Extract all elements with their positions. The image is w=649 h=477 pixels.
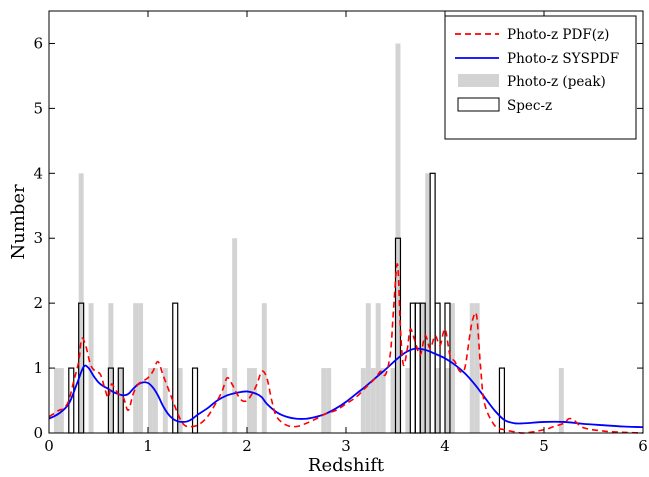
x-tick-label: 6 [638,437,648,455]
y-tick-label: 5 [33,99,43,117]
peak-bar [247,368,252,433]
peak-bar [88,303,94,433]
peak-bar [558,368,564,433]
peak-bar [58,368,64,433]
peak-bar [162,368,168,433]
peak-bar [133,303,139,433]
peak-bar [390,368,396,433]
y-tick-label: 2 [33,294,43,312]
peak-bar [177,368,183,433]
legend-syspdf-label: Photo-z SYSPDF [507,51,619,67]
legend-specz-label: Spec-z [507,98,552,114]
peak-bar [370,368,376,433]
peak-bar [232,238,238,433]
peak-bar [420,303,426,433]
legend-specz-swatch [457,97,500,112]
peak-bar [474,303,480,433]
peak-bar [405,368,411,433]
peak-bar [326,368,332,433]
peak-bar [360,368,366,433]
legend: Photo-z PDF(z) Photo-z SYSPDF Photo-z (p… [444,15,637,140]
legend-pdf-label: Photo-z PDF(z) [507,27,609,43]
peak-bar [148,368,153,433]
peak-bar [251,368,257,433]
peak-bar [469,303,475,433]
x-axis-label: Redshift [308,455,385,476]
peak-bar [138,303,144,433]
peak-bar [449,303,455,433]
legend-peak-label: Photo-z (peak) [507,74,606,90]
peak-bar [261,303,267,433]
y-tick-label: 3 [33,229,43,247]
peak-bar [118,368,124,433]
y-axis: 0 1 2 3 4 5 6 [33,34,643,442]
peak-bar [365,303,371,433]
y-tick-label: 1 [33,359,43,377]
x-tick-label: 2 [242,437,252,455]
peak-bar [222,368,228,433]
peak-bar [375,303,381,433]
legend-peak-swatch [458,74,499,87]
peak-bar [152,368,158,433]
x-tick-label: 4 [440,437,450,455]
x-tick-label: 5 [539,437,549,455]
pdf-line [48,263,644,434]
y-tick-label: 4 [33,164,43,182]
y-axis-label: Number [8,184,29,260]
peak-bar [435,368,441,433]
peak-bar [380,368,386,433]
peak-bar [425,173,431,434]
x-tick-label: 1 [143,437,153,455]
y-tick-label: 0 [33,424,43,442]
pdf-lines [48,263,644,434]
x-tick-label: 3 [341,437,351,455]
peak-bar [445,368,450,433]
x-tick-label: 0 [44,437,54,455]
x-axis: 0 1 2 3 4 5 6 [44,11,648,455]
peak-bar [321,368,327,433]
peak-bar [53,368,59,433]
y-tick-label: 6 [33,34,43,52]
